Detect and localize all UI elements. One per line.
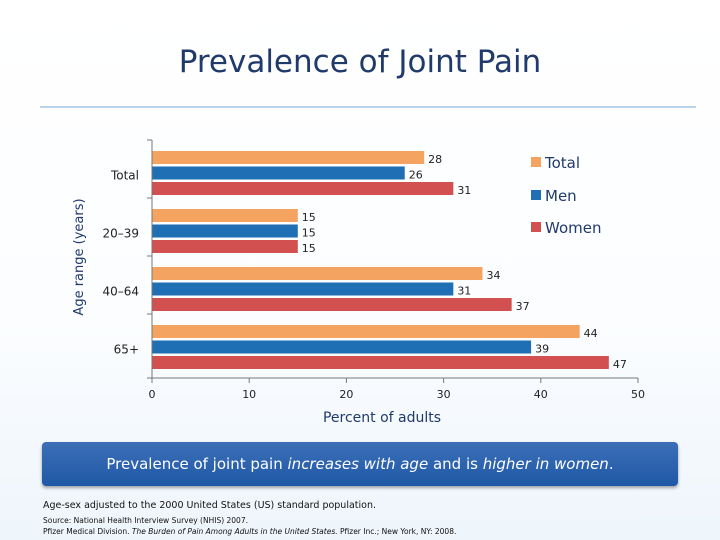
legend-swatch-men <box>531 190 541 200</box>
footnote-citation: Pfizer Medical Division. The Burden of P… <box>43 526 703 537</box>
bar-men-1 <box>152 224 298 238</box>
citation-suffix: Pfizer Inc.; New York, NY: 2008. <box>337 527 457 536</box>
title-divider <box>40 106 696 108</box>
value-label-men-3: 39 <box>535 343 549 356</box>
key-message-banner: Prevalence of joint pain increases with … <box>42 442 678 486</box>
value-label-men-2: 31 <box>457 285 471 298</box>
x-tick-label-1: 10 <box>242 388 256 401</box>
value-label-total-1: 15 <box>302 211 316 224</box>
value-label-total-3: 44 <box>584 327 598 340</box>
value-label-total-0: 28 <box>428 153 442 166</box>
category-label-2: 40–64 <box>102 284 139 298</box>
category-label-0: Total <box>110 168 139 182</box>
bar-men-2 <box>152 282 454 296</box>
banner-text-2: and is <box>428 455 483 473</box>
bar-total-1 <box>152 209 298 222</box>
value-label-women-2: 37 <box>516 300 530 313</box>
x-tick-label-3: 30 <box>437 388 451 401</box>
bar-total-0 <box>152 151 425 164</box>
bar-total-3 <box>152 325 580 338</box>
bar-men-0 <box>152 166 405 180</box>
banner-text-1: Prevalence of joint pain <box>106 455 288 473</box>
value-label-total-2: 34 <box>486 269 500 282</box>
x-tick-label-4: 40 <box>534 388 548 401</box>
category-label-1: 20–39 <box>102 226 139 240</box>
bar-women-3 <box>152 356 609 369</box>
slide-title: Prevalence of Joint Pain <box>178 44 542 80</box>
bar-women-1 <box>152 240 298 253</box>
y-axis-title: Age range (years) <box>72 198 87 315</box>
value-label-men-1: 15 <box>302 227 316 240</box>
x-axis-title: Percent of adults <box>323 410 441 426</box>
banner-emphasis-age: increases with age <box>287 455 429 473</box>
legend-swatch-total <box>531 157 541 167</box>
x-tick-label-0: 0 <box>149 388 156 401</box>
bar-chart: 28 26 31 15 15 15 34 31 37 44 39 47 Total 20–39 40–64… <box>72 139 645 426</box>
value-label-women-3: 47 <box>613 358 627 371</box>
x-tick-label-5: 50 <box>631 388 645 401</box>
value-label-women-1: 15 <box>302 242 316 255</box>
legend-label-men: Men <box>545 187 577 205</box>
value-label-men-0: 26 <box>409 169 423 182</box>
footnote-source: Source: National Health Interview Survey… <box>43 516 248 525</box>
footnotes: Age-sex adjusted to the 2000 United Stat… <box>43 500 703 537</box>
citation-title: The Burden of Pain Among Adults in the U… <box>131 527 338 536</box>
bar-men-3 <box>152 340 532 354</box>
bar-total-2 <box>152 267 483 280</box>
bar-women-0 <box>152 182 454 195</box>
banner-text-3: . <box>608 455 614 473</box>
citation-prefix: Pfizer Medical Division. <box>43 527 132 536</box>
footnote-adjustment: Age-sex adjusted to the 2000 United Stat… <box>43 500 377 511</box>
value-label-women-0: 31 <box>457 184 471 197</box>
banner-emphasis-women: higher in women <box>482 455 609 473</box>
bar-women-2 <box>152 298 512 311</box>
legend-label-women: Women <box>545 219 601 237</box>
legend-label-total: Total <box>544 154 580 172</box>
legend-swatch-women <box>531 222 541 232</box>
x-tick-label-2: 20 <box>339 388 353 401</box>
category-label-3: 65+ <box>114 342 139 356</box>
